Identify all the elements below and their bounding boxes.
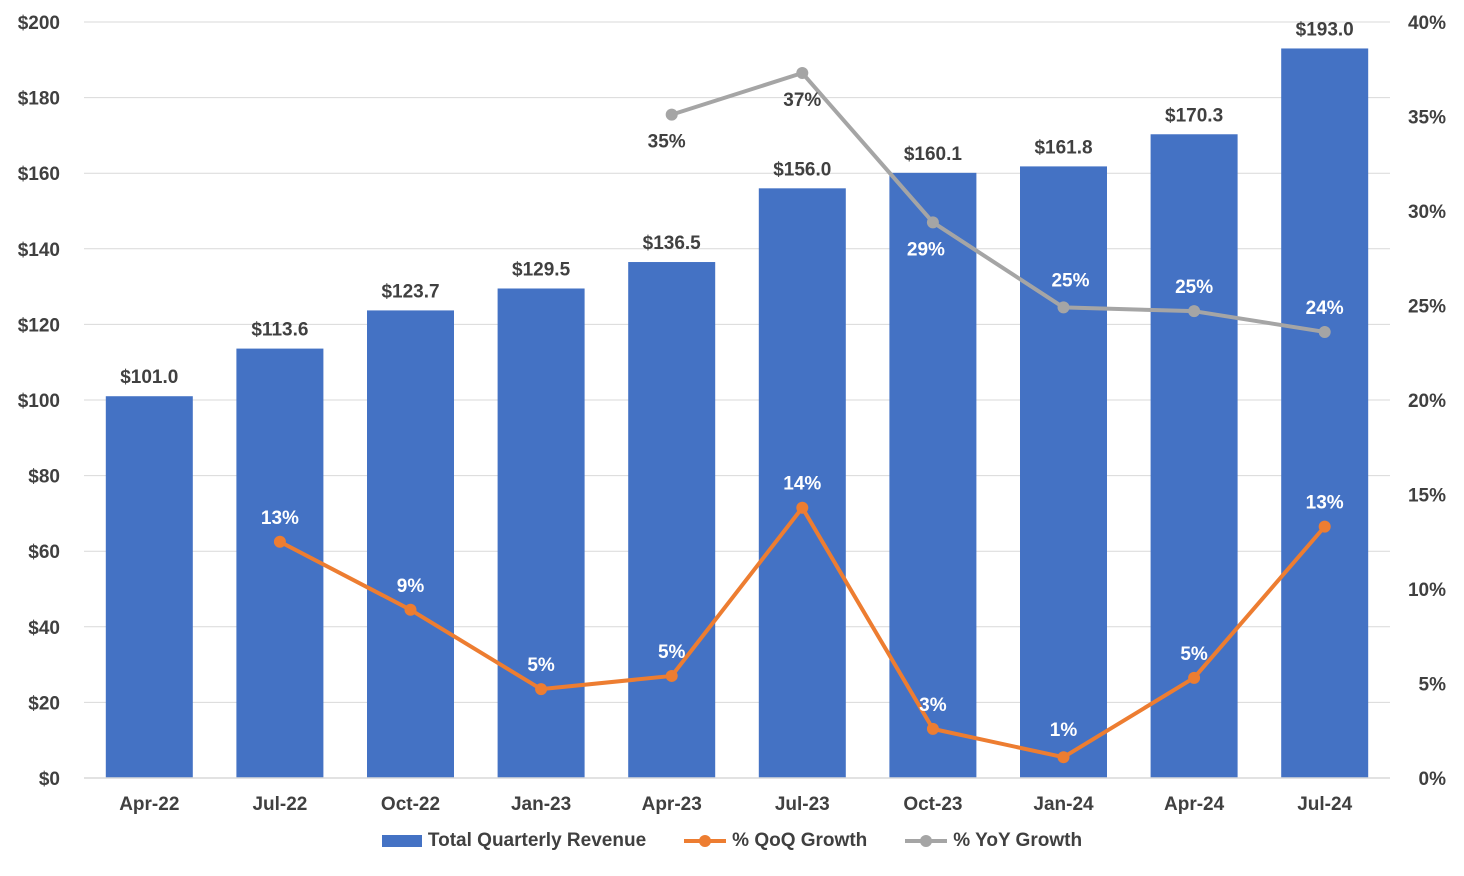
y-left-tick-label: $80 — [28, 467, 60, 488]
line-point-label: 29% — [907, 239, 945, 260]
legend-label-revenue: Total Quarterly Revenue — [427, 830, 647, 851]
revenue-bar-label: $156.0 — [773, 159, 831, 180]
line-point — [1057, 301, 1070, 314]
line-point — [1057, 751, 1070, 764]
line-point-label: 3% — [919, 695, 947, 716]
line-point-label: 25% — [1175, 277, 1213, 298]
revenue-bar-label: $123.7 — [381, 281, 439, 302]
revenue-bar — [1150, 134, 1238, 779]
line-point — [796, 67, 809, 80]
revenue-bar — [367, 310, 454, 778]
revenue-bar — [236, 348, 324, 778]
line-point-label: 35% — [648, 132, 686, 153]
line-point — [1318, 520, 1331, 533]
revenue-bar-label: $170.3 — [1165, 105, 1223, 126]
y-right-tick-label: 10% — [1408, 580, 1446, 601]
line-point — [665, 108, 678, 121]
x-tick-label: Jan-23 — [511, 794, 571, 815]
revenue-bar-label: $129.5 — [512, 259, 571, 280]
y-left-tick-label: $0 — [39, 769, 60, 790]
x-axis: Apr-22 Jul-22 Oct-22 Jan-23 Apr-23 Jul-23 Oct-… — [84, 777, 1390, 815]
y-right-tick-label: 20% — [1408, 391, 1446, 412]
line-point-label: 24% — [1306, 298, 1344, 319]
line-point — [665, 669, 678, 682]
legend-item-qoq: % QoQ Growth — [684, 830, 867, 852]
legend-swatch-yoy — [905, 834, 948, 848]
line-point-label: 25% — [1051, 270, 1089, 291]
legend-item-yoy: % YoY Growth — [905, 830, 1082, 852]
revenue-bar — [889, 172, 977, 778]
line-point — [535, 683, 548, 696]
line-point — [1188, 305, 1201, 318]
x-tick-label: Jan-24 — [1033, 794, 1094, 815]
y-left-tick-label: $180 — [18, 89, 60, 110]
y-axis-left: $0 $20 $40 $60 $80 $100 $120 $140 $160 $180 $200 — [18, 13, 60, 790]
combo-chart: $0 $20 $40 $60 $80 $100 $120 $140 $160 $180 $200 0… — [18, 13, 1446, 815]
revenue-bar-label: $136.5 — [643, 233, 702, 254]
y-left-tick-label: $120 — [18, 315, 60, 336]
legend-label-qoq: % QoQ Growth — [732, 830, 868, 851]
x-tick-label: Apr-24 — [1164, 794, 1225, 815]
revenue-bar-label: $161.8 — [1034, 137, 1092, 158]
y-left-tick-label: $140 — [18, 240, 60, 261]
line-point — [1188, 671, 1201, 684]
line-point-label: 1% — [1050, 720, 1078, 741]
revenue-bar — [1020, 166, 1107, 778]
revenue-bar — [1281, 48, 1369, 778]
line-point — [1318, 325, 1331, 338]
x-tick-label: Apr-22 — [119, 794, 179, 815]
revenue-bar-label: $160.1 — [904, 144, 963, 165]
line-point-label: 14% — [783, 474, 821, 495]
y-right-tick-label: 5% — [1419, 675, 1447, 696]
legend-item-revenue: Total Quarterly Revenue — [381, 830, 647, 852]
y-right-tick-label: 15% — [1408, 486, 1446, 507]
y-left-tick-label: $60 — [28, 542, 60, 563]
line-point-label: 37% — [783, 90, 821, 111]
y-left-tick-label: $20 — [28, 693, 60, 714]
legend-swatch-revenue — [381, 835, 422, 847]
x-tick-label: Jul-23 — [775, 794, 830, 815]
y-right-tick-label: 35% — [1408, 108, 1446, 129]
line-point — [926, 722, 939, 735]
revenue-bar-label: $101.0 — [120, 367, 178, 388]
y-left-tick-label: $200 — [18, 13, 60, 34]
revenue-bar — [105, 396, 193, 778]
line-point-label: 5% — [527, 655, 555, 676]
legend-swatch-qoq — [684, 834, 727, 848]
y-left-tick-label: $100 — [18, 391, 60, 412]
revenue-bar-label: $113.6 — [251, 320, 308, 341]
legend-label-yoy: % YoY Growth — [953, 830, 1083, 851]
line-point-label: 5% — [658, 642, 686, 663]
y-right-tick-label: 40% — [1408, 13, 1446, 34]
x-tick-label: Jul-22 — [252, 794, 307, 815]
revenue-bar — [628, 262, 716, 778]
x-tick-label: Apr-23 — [642, 794, 702, 815]
y-left-tick-label: $160 — [18, 164, 60, 185]
x-tick-label: Oct-22 — [381, 794, 440, 815]
x-tick-label: Oct-23 — [903, 794, 962, 815]
line-point-label: 13% — [261, 508, 299, 529]
line-point — [796, 501, 809, 514]
y-left-tick-label: $40 — [28, 618, 60, 639]
y-right-tick-label: 30% — [1408, 202, 1446, 223]
yoy-growth-line: 35% 37% 29% 25% 25% 24% — [648, 67, 1344, 338]
y-right-tick-label: 0% — [1419, 769, 1447, 790]
line-point-label: 9% — [397, 576, 425, 597]
revenue-bar — [497, 288, 585, 778]
qoq-growth-line: 13% 9% 5% 5% 14% 3% 1% 5% 13% — [261, 474, 1344, 764]
line-point-label: 13% — [1306, 493, 1344, 514]
x-tick-label: Jul-24 — [1297, 794, 1352, 815]
y-axis-right: 0% 5% 10% 15% 20% 25% 30% 35% 40% — [1408, 13, 1446, 790]
revenue-bar — [758, 188, 846, 778]
legend: Total Quarterly Revenue % QoQ Growth % Y… — [0, 830, 1464, 852]
y-right-tick-label: 25% — [1408, 297, 1446, 318]
line-point — [926, 216, 939, 229]
yoy-line-path — [671, 71, 1326, 334]
line-point — [404, 603, 417, 616]
revenue-bars: $101.0 $113.6 $123.7 $129.5 $136.5 $156.0 $160… — [105, 19, 1369, 779]
line-point-label: 5% — [1180, 644, 1208, 665]
line-point — [273, 535, 286, 548]
revenue-bar-label: $193.0 — [1296, 19, 1354, 40]
